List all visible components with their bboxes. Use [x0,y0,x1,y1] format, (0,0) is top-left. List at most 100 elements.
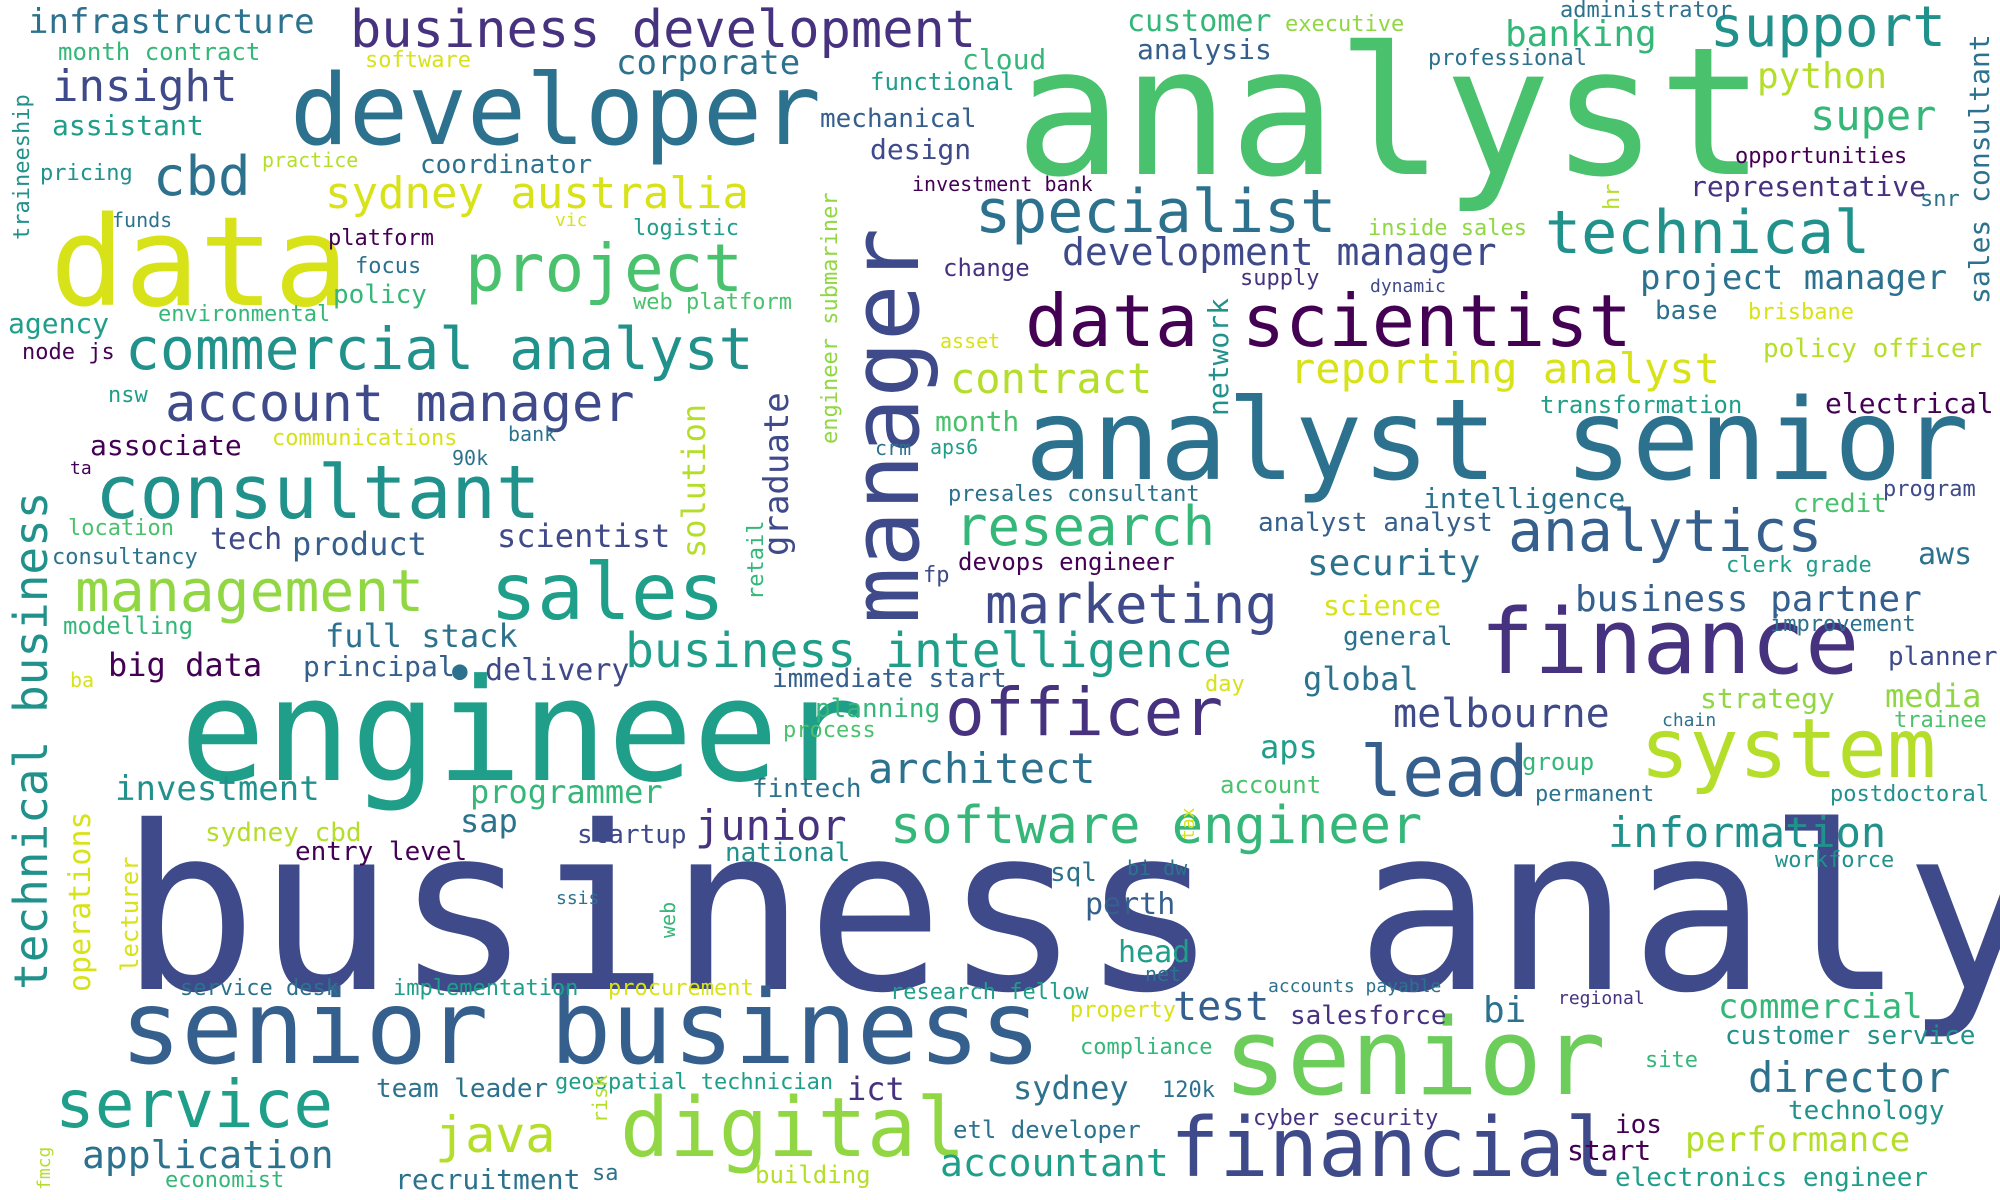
word-risk: risk [588,1074,612,1123]
word-recruitment: recruitment [395,1163,581,1196]
word-cloud: cloud [962,43,1047,76]
word-transformation: transformation [1540,391,1743,419]
dot-glyph: ● [452,656,468,686]
word-start: start [1567,1134,1652,1167]
word-business-development: business development [350,0,977,60]
word-technical-business: technical business [4,491,58,991]
word-sydney-cbd: sydney cbd [205,818,362,848]
word-ba: ba [70,668,95,692]
word-representative: representative [1690,170,1927,203]
word-group: group [1522,748,1595,776]
word-coordinator: coordinator [420,150,593,180]
word-snr: snr [1920,187,1960,212]
word-cbd: cbd [153,145,251,208]
word-development-manager: development manager [1062,230,1497,274]
word-fp: fp [923,563,950,588]
word-implementation: implementation [393,976,579,1001]
word-sa: sa [592,1161,619,1186]
word-banking: banking [1505,14,1657,55]
word-director: director [1748,1053,1951,1102]
word-lecturer: lecturer [116,856,144,972]
word-fintech: fintech [752,774,862,804]
word-net: net [1145,962,1182,986]
word-sydney: sydney [1013,1069,1129,1107]
word-sql: sql [1050,858,1097,888]
word-python: python [1757,56,1888,97]
word-software-engineer: software engineer [890,796,1423,856]
word-dynamic: dynamic [1370,276,1446,297]
word-lead: lead [1360,731,1529,813]
word-infrastructure: infrastructure [28,2,315,42]
word-policy: policy [333,280,427,310]
word-aps6: aps6 [930,435,979,459]
word-accounts-payable: accounts payable [1268,976,1442,997]
word-cyber-security: cyber security [1253,1106,1439,1131]
word-perth: perth [1085,887,1176,922]
word-product: product [292,525,427,563]
word-account: account [1220,771,1322,799]
word-mechanical: mechanical [820,104,977,134]
word-practice: practice [262,148,359,172]
word-chain: chain [1662,710,1717,731]
word-junior: junior [695,801,847,850]
word-immediate-start: immediate start [772,664,1007,694]
word-project-manager: project manager [1640,258,1948,298]
word-sydney-australia: sydney australia [325,168,749,219]
word-big-data: big data [108,646,263,684]
word-entry-level: entry level [295,837,468,867]
word-base: base [1655,296,1718,326]
word-process: process [783,718,876,743]
word-customer-service: customer service [1725,1021,1976,1051]
word-economist: economist [165,1168,285,1193]
word-research: research [955,495,1216,558]
word-ict: ict [847,1070,905,1108]
word-bank: bank [508,422,557,446]
word-crm: crm [875,436,912,460]
word-logistic: logistic [633,216,739,241]
word-service: service [55,1066,334,1143]
word-credit: credit [1793,489,1887,519]
word-analysis: analysis [1137,33,1272,66]
word-funds: funds [112,208,173,232]
word-investment: investment [115,769,320,809]
word-support: support [1710,0,1947,60]
word-global: global [1303,660,1419,698]
word-month: month [935,405,1020,438]
word-security: security [1307,543,1481,584]
word-developer: developer [290,54,822,168]
word-postdoctoral: postdoctoral [1830,782,1989,807]
word-senior-business: senior business [120,969,1042,1088]
word-corporate: corporate [616,43,801,83]
word-technical: technical [1545,198,1871,268]
word-pricing: pricing [40,161,133,186]
word-program: program [1883,477,1976,502]
word-traineeship: traineeship [10,94,35,240]
word-reporting-analyst: reporting analyst [1290,344,1720,393]
word-operations: operations [63,811,98,992]
word-web-platform: web platform [633,290,792,315]
word-ios: ios [1615,1110,1662,1140]
word-business-intelligence: business intelligence [625,623,1232,679]
word-regional: regional [1558,988,1645,1009]
word-devops-engineer: devops engineer [958,548,1175,576]
word-aps: aps [1260,728,1318,766]
word-supply: supply [1240,266,1320,291]
word-engineer: engineer [180,649,864,814]
word-electronics-engineer: electronics engineer [1615,1163,1929,1193]
word-general: general [1343,622,1453,652]
word-manager: manager [832,227,941,624]
word-environmental: environmental [158,302,331,327]
word-science: science [1323,589,1442,622]
word-property: property [1070,998,1176,1023]
word-test: test [1173,984,1270,1030]
word-java: java [435,1106,556,1164]
word-contract: contract [950,354,1153,403]
word-executive: executive [1285,12,1405,37]
word-melbourne: melbourne [1393,691,1610,737]
word-agency: agency [8,307,110,340]
word-ssis: ssis [556,888,600,909]
word-day: day [1205,672,1245,697]
word-commercial-analyst: commercial analyst [125,315,754,383]
word-modelling: modelling [63,612,194,640]
word-permanent: permanent [1535,782,1655,807]
